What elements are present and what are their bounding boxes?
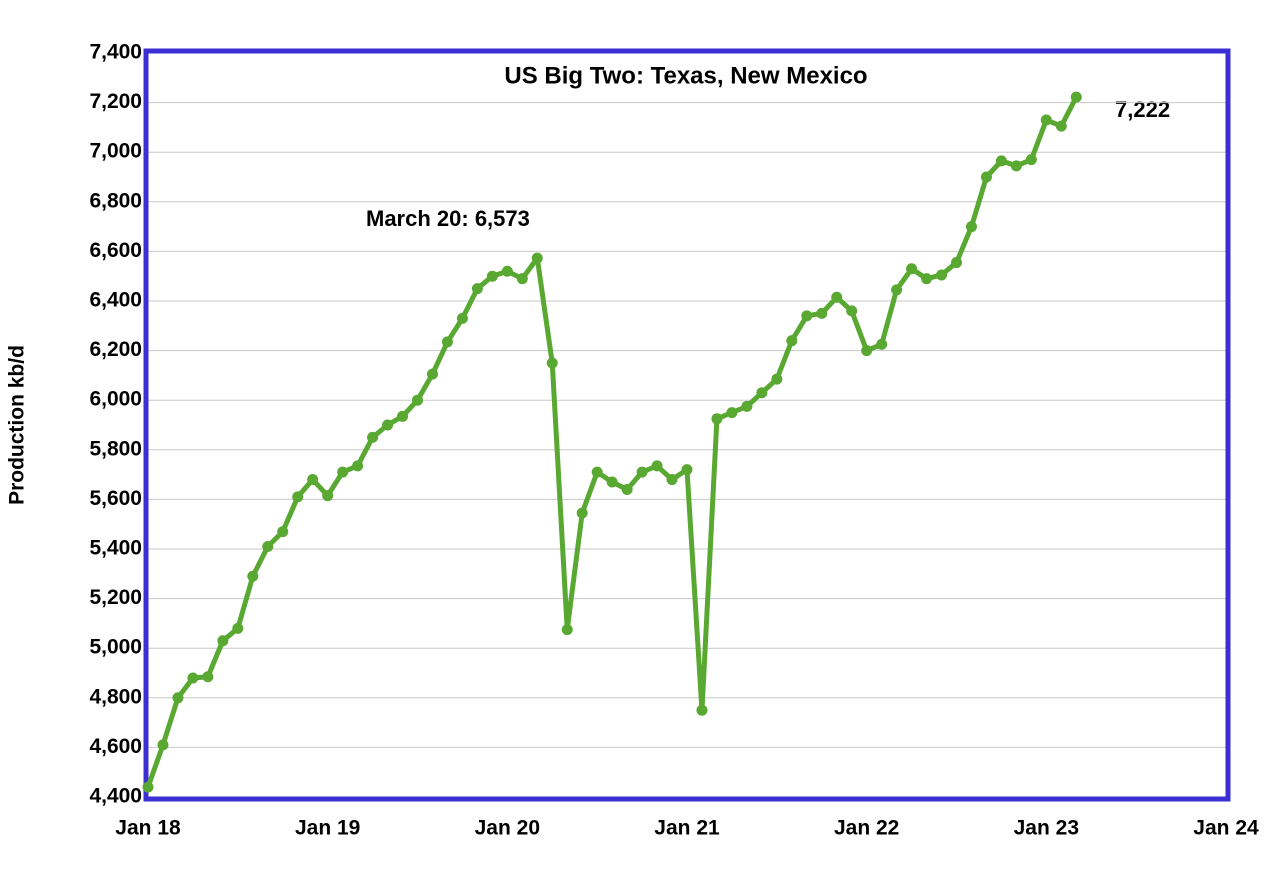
y-tick-label: 5,000: [89, 636, 142, 659]
y-tick-label: 5,200: [89, 586, 142, 609]
data-point: [1070, 91, 1082, 103]
y-tick-label: 6,000: [89, 388, 142, 411]
y-axis-label: Production kb/d: [6, 345, 29, 505]
data-point: [666, 474, 678, 486]
data-point: [382, 419, 394, 431]
y-tick-label: 7,200: [89, 90, 142, 113]
x-tick-label: Jan 23: [1014, 817, 1079, 840]
data-point: [441, 336, 453, 348]
data-point: [367, 431, 379, 443]
annotation: 7,222: [1115, 97, 1170, 122]
data-point: [247, 570, 259, 582]
data-point: [292, 491, 304, 503]
data-point: [786, 335, 798, 347]
data-point: [187, 672, 199, 684]
data-point: [546, 357, 558, 369]
data-point: [965, 221, 977, 233]
data-point: [906, 263, 918, 275]
data-point: [471, 283, 483, 295]
y-tick-label: 7,000: [89, 140, 142, 163]
y-tick-label: 4,400: [89, 785, 142, 808]
data-point: [142, 781, 154, 793]
data-point: [307, 474, 319, 486]
data-point: [157, 739, 169, 751]
data-point: [531, 252, 543, 264]
data-point: [936, 269, 948, 281]
y-tick-label: 6,400: [89, 289, 142, 312]
data-point: [980, 171, 992, 183]
x-tick-label: Jan 20: [475, 817, 540, 840]
x-tick-label: Jan 19: [295, 817, 360, 840]
data-point: [771, 373, 783, 385]
data-point: [636, 466, 648, 478]
data-point: [591, 466, 603, 478]
data-point: [876, 338, 888, 350]
data-point: [606, 476, 618, 488]
plot-frame: [143, 48, 1231, 802]
data-point: [831, 291, 843, 303]
y-tick-label: 4,600: [89, 735, 142, 758]
data-point: [801, 310, 813, 322]
data-point: [397, 410, 409, 422]
data-line: [145, 95, 1079, 788]
data-point: [1025, 154, 1037, 166]
data-point: [232, 622, 244, 634]
data-point: [621, 483, 633, 495]
data-point: [861, 345, 873, 357]
data-point: [456, 312, 468, 324]
data-point: [921, 273, 933, 285]
data-point: [891, 284, 903, 296]
data-point: [726, 407, 738, 419]
y-tick-label: 6,200: [89, 338, 142, 361]
x-tick-label: Jan 21: [654, 817, 720, 840]
data-point: [172, 692, 184, 704]
x-tick-label: Jan 22: [834, 817, 899, 840]
data-point: [486, 270, 498, 282]
data-point: [501, 265, 513, 277]
data-point: [1010, 160, 1022, 172]
data-point: [816, 307, 828, 319]
data-point: [337, 466, 349, 478]
x-tick-label: Jan 24: [1193, 817, 1259, 840]
y-tick-label: 4,800: [89, 685, 142, 708]
data-point: [516, 273, 528, 285]
data-point: [277, 526, 289, 538]
data-point: [951, 257, 962, 269]
data-point: [1055, 120, 1067, 132]
data-point: [696, 704, 708, 716]
x-tick-label: Jan 18: [115, 817, 181, 840]
y-tick-label: 6,800: [89, 189, 142, 212]
data-point: [681, 464, 693, 476]
data-point: [576, 507, 588, 519]
y-tick-label: 5,600: [89, 487, 142, 510]
y-tick-label: 7,400: [89, 41, 142, 64]
data-point: [352, 460, 364, 472]
data-point: [711, 413, 723, 425]
data-point: [846, 305, 858, 317]
y-tick-label: 6,600: [89, 239, 142, 262]
y-tick-label: 5,800: [89, 437, 142, 460]
chart-title: US Big Two: Texas, New Mexico: [504, 62, 867, 89]
data-point: [412, 394, 423, 406]
data-point: [651, 460, 663, 472]
data-point: [995, 155, 1007, 167]
data-point: [561, 624, 573, 636]
data-point: [322, 490, 334, 502]
y-tick-label: 5,400: [89, 537, 142, 560]
data-point: [202, 671, 214, 683]
data-point: [741, 400, 753, 412]
data-point: [1040, 114, 1052, 126]
data-point: [756, 387, 768, 399]
data-point: [426, 368, 438, 380]
annotation: March 20: 6,573: [366, 206, 530, 231]
data-point: [262, 541, 274, 553]
data-point: [217, 635, 229, 647]
